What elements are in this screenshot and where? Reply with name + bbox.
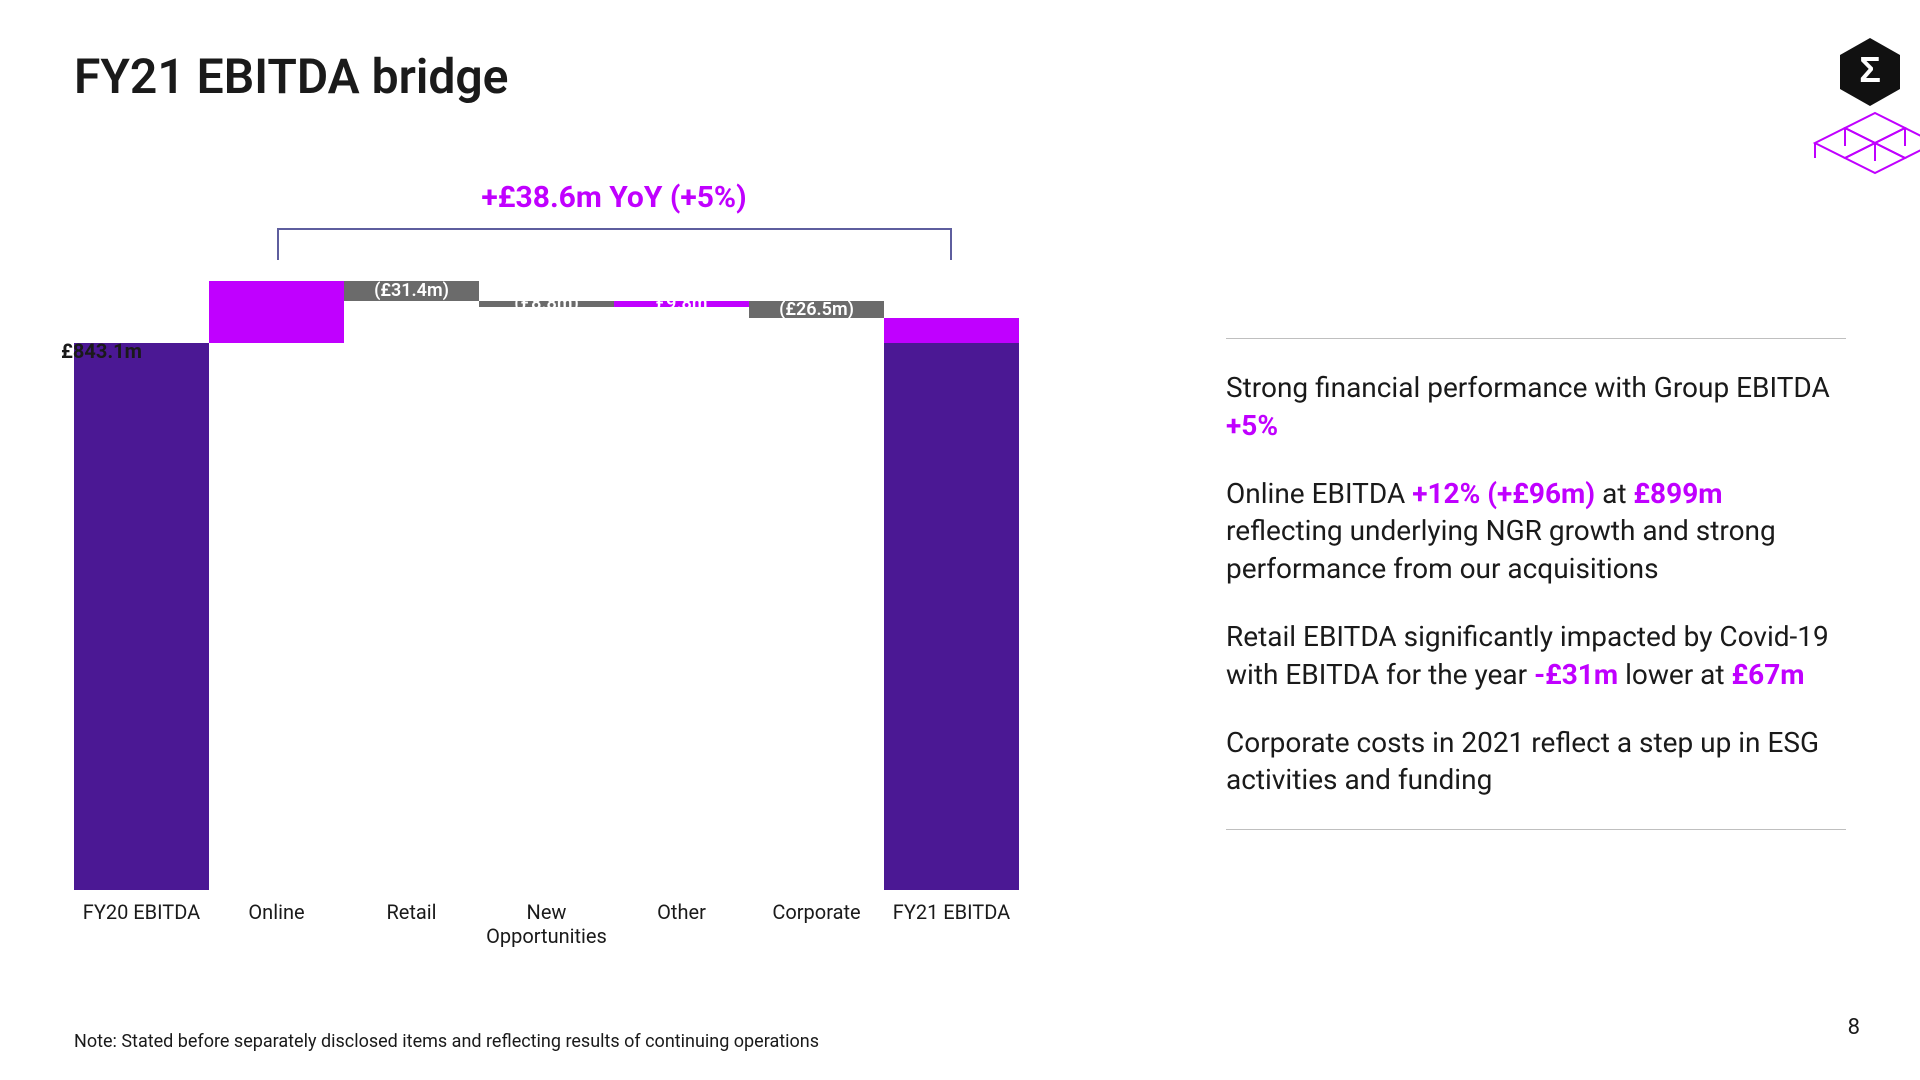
commentary-para-0: Strong financial performance with Group … — [1226, 369, 1846, 445]
svg-text:Σ: Σ — [1859, 49, 1881, 90]
bar-fy21 — [884, 318, 1019, 890]
bridge-annotation: +£38.6m YoY (+5%) — [277, 180, 952, 215]
page-title: FY21 EBITDA bridge — [74, 48, 508, 105]
bar-label-retail: (£31.4m) — [344, 281, 479, 301]
top-label-fy20: £843.1m — [34, 339, 169, 363]
x-label-fy21: FY21 EBITDA — [884, 900, 1019, 924]
brand-logo: Σ — [1700, 28, 1920, 188]
divider — [1226, 338, 1846, 339]
x-label-retail: Retail — [344, 900, 479, 924]
bar-fy20 — [74, 343, 209, 890]
chart-plot: £843.1m£95.5m(£31.4m)(£8.8m)£9.8m(£26.5m… — [74, 280, 1019, 890]
x-label-other: Other — [614, 900, 749, 924]
x-label-corp: Corporate — [749, 900, 884, 924]
x-label-online: Online — [209, 900, 344, 924]
bridge-bracket — [277, 228, 952, 260]
footnote: Note: Stated before separately disclosed… — [74, 1031, 819, 1052]
divider — [1226, 829, 1846, 830]
cubes-outline-icon — [1815, 113, 1920, 173]
bar-label-other: £9.8m — [614, 301, 749, 307]
x-axis: FY20 EBITDAOnlineRetailNew Opportunities… — [74, 892, 1019, 952]
page-number: 8 — [1848, 1015, 1860, 1040]
commentary-para-1: Online EBITDA +12% (+£96m) at £899m refl… — [1226, 475, 1846, 588]
bar-label-newops: (£8.8m) — [479, 301, 614, 307]
commentary-para-2: Retail EBITDA significantly impacted by … — [1226, 618, 1846, 694]
commentary-panel: Strong financial performance with Group … — [1226, 338, 1846, 830]
commentary-para-3: Corporate costs in 2021 reflect a step u… — [1226, 724, 1846, 800]
waterfall-chart: +£38.6m YoY (+5%) £843.1m£95.5m(£31.4m)(… — [74, 180, 1019, 970]
x-label-newops: New Opportunities — [479, 900, 614, 948]
sigma-hex-icon: Σ — [1840, 38, 1900, 106]
x-label-fy20: FY20 EBITDA — [74, 900, 209, 924]
bar-label-corp: (£26.5m) — [749, 301, 884, 318]
